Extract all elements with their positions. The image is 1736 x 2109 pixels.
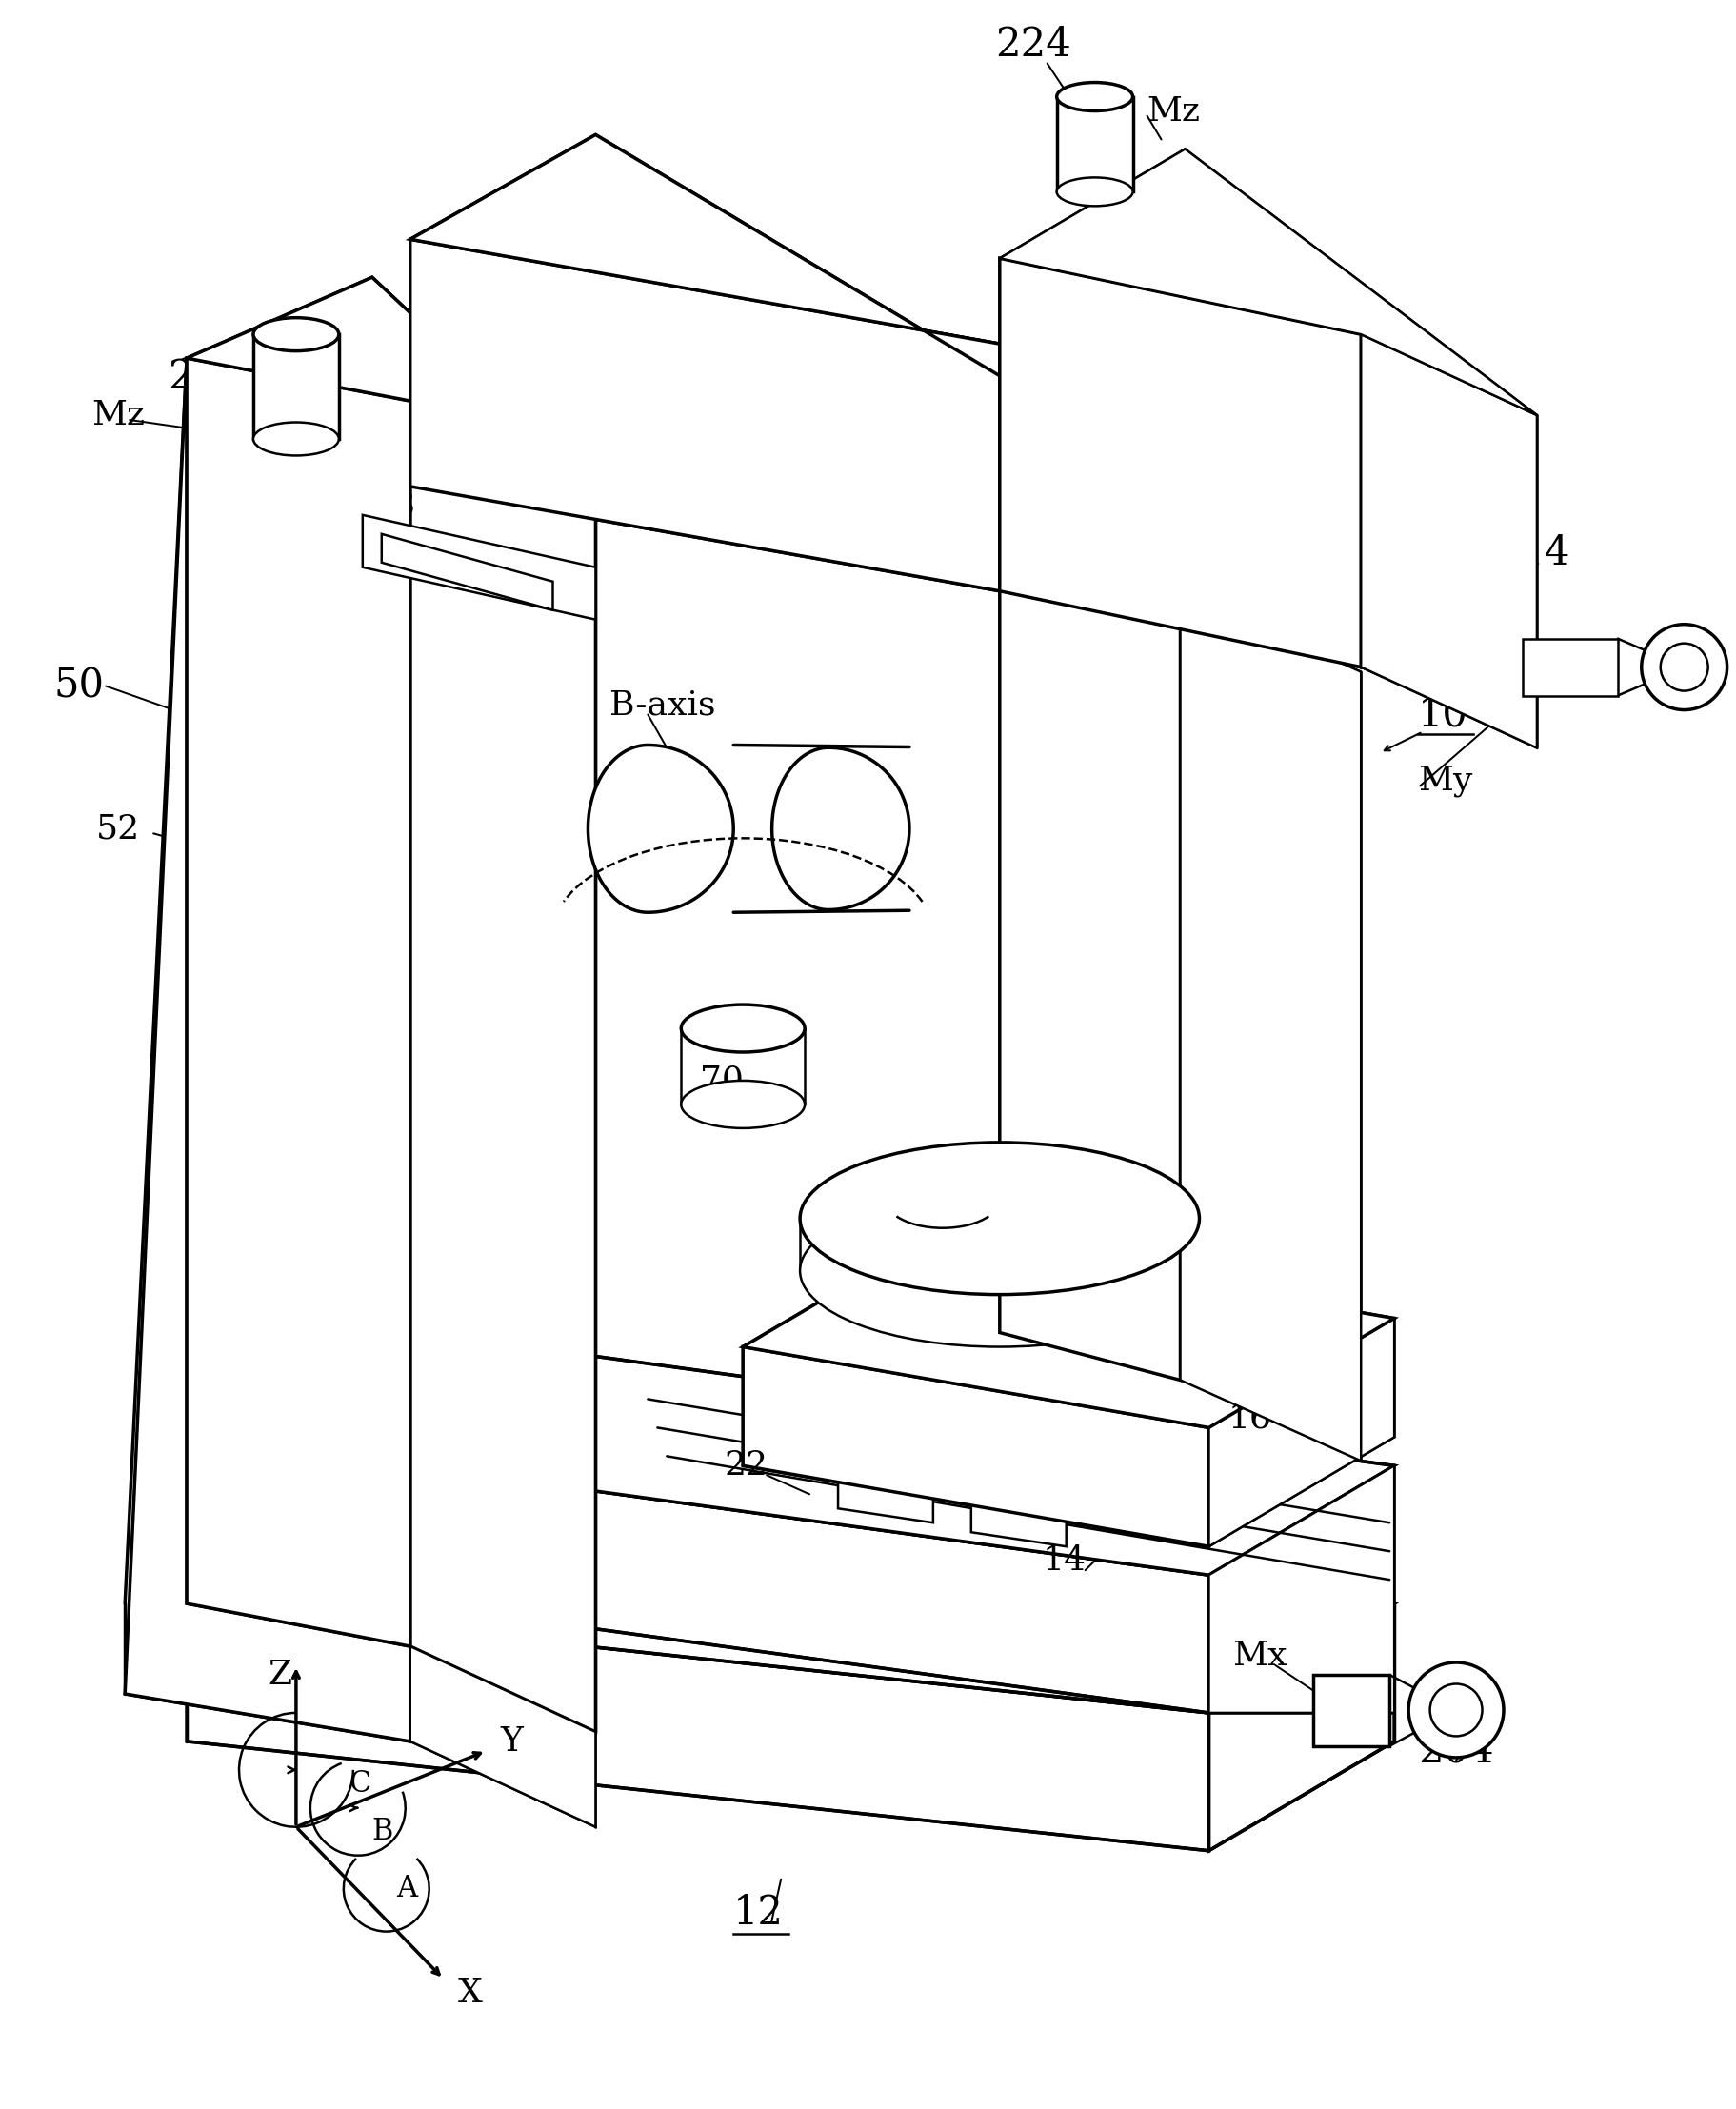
Polygon shape [187, 276, 595, 487]
Polygon shape [1361, 335, 1536, 749]
Text: Mz: Mz [1147, 95, 1200, 127]
Polygon shape [1208, 1466, 1394, 1713]
Text: 30: 30 [1314, 1194, 1358, 1225]
Polygon shape [187, 359, 410, 1647]
Text: 54: 54 [1200, 812, 1243, 846]
Polygon shape [1000, 150, 1536, 415]
Polygon shape [410, 1356, 1394, 1575]
Ellipse shape [681, 1004, 806, 1052]
Text: 20: 20 [1099, 1057, 1151, 1097]
Text: 52: 52 [97, 812, 141, 846]
Ellipse shape [800, 1194, 1200, 1348]
Polygon shape [410, 401, 595, 1731]
Ellipse shape [1057, 177, 1134, 207]
Text: C: C [349, 1769, 370, 1799]
Polygon shape [125, 359, 410, 1742]
Text: 14: 14 [1043, 1544, 1087, 1578]
Ellipse shape [1430, 1683, 1483, 1736]
Text: 214: 214 [1495, 534, 1569, 574]
Polygon shape [773, 749, 910, 909]
Text: A: A [396, 1875, 417, 1904]
Ellipse shape [800, 1143, 1200, 1295]
Ellipse shape [1661, 643, 1708, 692]
Polygon shape [1314, 1675, 1389, 1746]
Ellipse shape [681, 1080, 806, 1128]
Text: 224: 224 [995, 25, 1071, 65]
Polygon shape [363, 515, 595, 620]
Polygon shape [1208, 1603, 1394, 1852]
Ellipse shape [253, 318, 339, 350]
Text: Y: Y [500, 1725, 523, 1757]
Text: My: My [1418, 766, 1472, 797]
Text: C-axis: C-axis [1085, 1012, 1193, 1044]
Polygon shape [1000, 344, 1186, 738]
Text: B: B [372, 1818, 394, 1847]
Polygon shape [410, 1647, 595, 1826]
Polygon shape [1000, 544, 1180, 1379]
Text: 59: 59 [1009, 671, 1054, 702]
Polygon shape [838, 1466, 934, 1523]
Text: 58: 58 [372, 489, 417, 521]
Text: Z: Z [267, 1658, 292, 1691]
Polygon shape [410, 135, 1186, 487]
Text: 22: 22 [724, 1449, 767, 1483]
Text: 204: 204 [1418, 1731, 1495, 1772]
Ellipse shape [1057, 82, 1134, 112]
Text: 60: 60 [609, 310, 660, 350]
Text: 16: 16 [1227, 1402, 1271, 1434]
Text: Mz: Mz [92, 399, 146, 432]
Polygon shape [743, 1348, 1208, 1546]
Text: 70: 70 [700, 1065, 743, 1097]
Ellipse shape [1408, 1662, 1503, 1757]
Polygon shape [1522, 639, 1618, 696]
Text: 10: 10 [1418, 694, 1469, 734]
Ellipse shape [1642, 624, 1727, 711]
Polygon shape [253, 335, 339, 439]
Polygon shape [1208, 1318, 1394, 1546]
Polygon shape [1180, 591, 1361, 1462]
Text: 224: 224 [168, 356, 243, 396]
Ellipse shape [253, 422, 339, 456]
Polygon shape [187, 1493, 1394, 1713]
Polygon shape [1000, 257, 1361, 666]
Text: 14: 14 [1285, 1297, 1328, 1331]
Text: Mx: Mx [1233, 1639, 1288, 1672]
Text: 54: 54 [306, 1097, 349, 1130]
Text: B-axis: B-axis [609, 690, 715, 721]
Polygon shape [1057, 97, 1134, 192]
Text: X: X [458, 1976, 483, 2010]
Text: 50: 50 [54, 666, 104, 707]
Text: 32: 32 [910, 1164, 953, 1196]
Polygon shape [410, 1466, 1208, 1713]
Polygon shape [970, 1489, 1066, 1546]
Text: 12: 12 [733, 1892, 785, 1932]
Polygon shape [589, 744, 733, 913]
Polygon shape [187, 1603, 1208, 1852]
Polygon shape [410, 238, 1000, 591]
Polygon shape [743, 1238, 1394, 1428]
Polygon shape [382, 534, 552, 610]
